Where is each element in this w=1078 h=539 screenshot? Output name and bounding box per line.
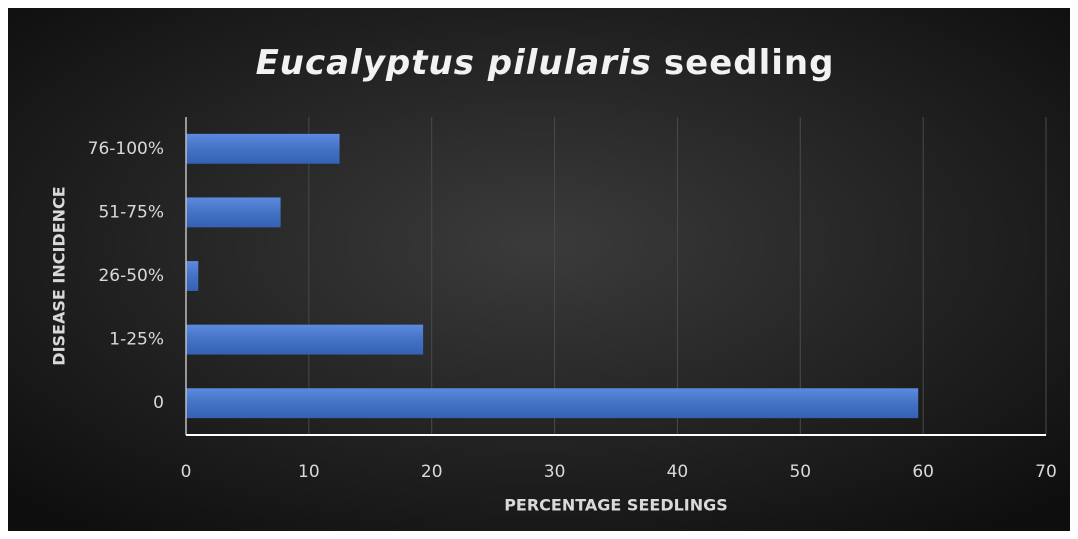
x-tick-label: 60	[912, 462, 934, 482]
chart-background	[8, 8, 1070, 531]
x-tick-label: 20	[421, 462, 443, 482]
x-tick-label: 40	[667, 462, 689, 482]
y-tick-label: 51-75%	[98, 202, 164, 222]
x-axis-title: PERCENTAGE SEEDLINGS	[504, 496, 728, 515]
x-tick-label: 0	[181, 462, 192, 482]
x-tick-label: 10	[298, 462, 320, 482]
bar	[186, 261, 199, 291]
chart-title: Eucalyptus pilularis seedling	[256, 43, 835, 83]
y-tick-label: 26-50%	[98, 266, 164, 286]
bar	[186, 133, 340, 164]
x-tick-label: 70	[1035, 462, 1057, 482]
bar	[186, 197, 281, 228]
x-tick-label: 50	[789, 462, 811, 482]
title-regular: seedling	[664, 43, 835, 83]
y-axis-title: DISEASE INCIDENCE	[50, 186, 69, 365]
title-italic: Eucalyptus pilularis	[256, 43, 652, 83]
bar	[186, 324, 424, 355]
bar	[186, 388, 919, 419]
y-tick-label: 0	[153, 393, 164, 413]
x-tick-label: 30	[544, 462, 566, 482]
y-tick-label: 1-25%	[109, 330, 164, 350]
y-tick-label: 76-100%	[88, 139, 164, 159]
